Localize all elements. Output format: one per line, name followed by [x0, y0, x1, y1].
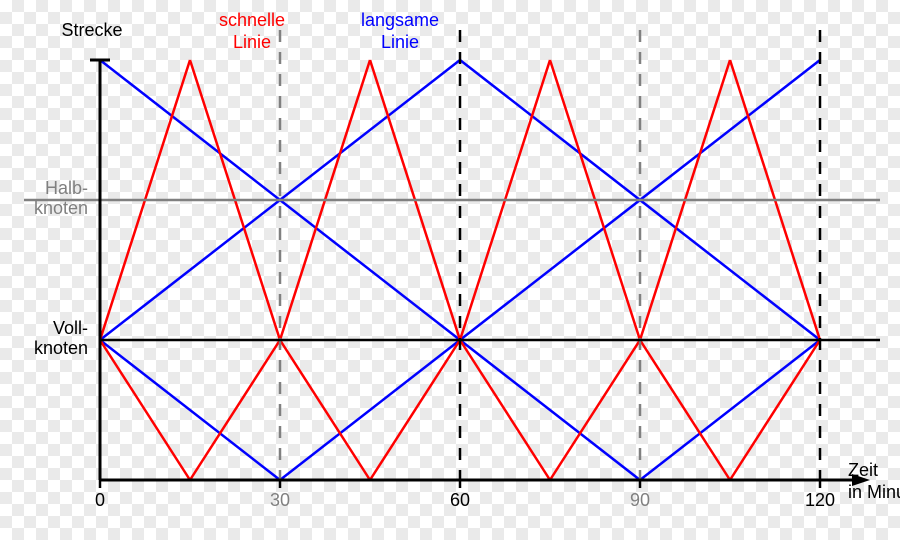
x-axis-label: in Minuten: [848, 482, 900, 502]
fast-line: [640, 340, 730, 480]
timetable-diagram: 0306090120StreckeschnelleLinielangsameLi…: [0, 0, 900, 540]
fast-line: [100, 340, 190, 480]
half-node-label: knoten: [34, 198, 88, 218]
x-axis-label: Zeit: [848, 460, 878, 480]
fast-line: [550, 340, 640, 480]
x-tick-label: 60: [450, 490, 470, 510]
slow-line: [460, 340, 640, 480]
fast-line: [730, 340, 820, 480]
fast-line: [280, 340, 370, 480]
half-node-label: Halb-: [45, 178, 88, 198]
x-tick-label: 120: [805, 490, 835, 510]
slow-line-label: langsame: [361, 10, 439, 30]
y-axis-label: Strecke: [61, 20, 122, 40]
fast-line-label: Linie: [233, 32, 271, 52]
fast-line: [370, 340, 460, 480]
full-node-label: Voll-: [53, 318, 88, 338]
slow-line-label: Linie: [381, 32, 419, 52]
fast-line: [460, 340, 550, 480]
slow-line: [280, 340, 460, 480]
slow-line: [640, 340, 820, 480]
x-tick-label: 90: [630, 490, 650, 510]
x-tick-label: 30: [270, 490, 290, 510]
slow-line: [100, 340, 280, 480]
fast-line-label: schnelle: [219, 10, 285, 30]
fast-line: [190, 340, 280, 480]
x-tick-label: 0: [95, 490, 105, 510]
full-node-label: knoten: [34, 338, 88, 358]
